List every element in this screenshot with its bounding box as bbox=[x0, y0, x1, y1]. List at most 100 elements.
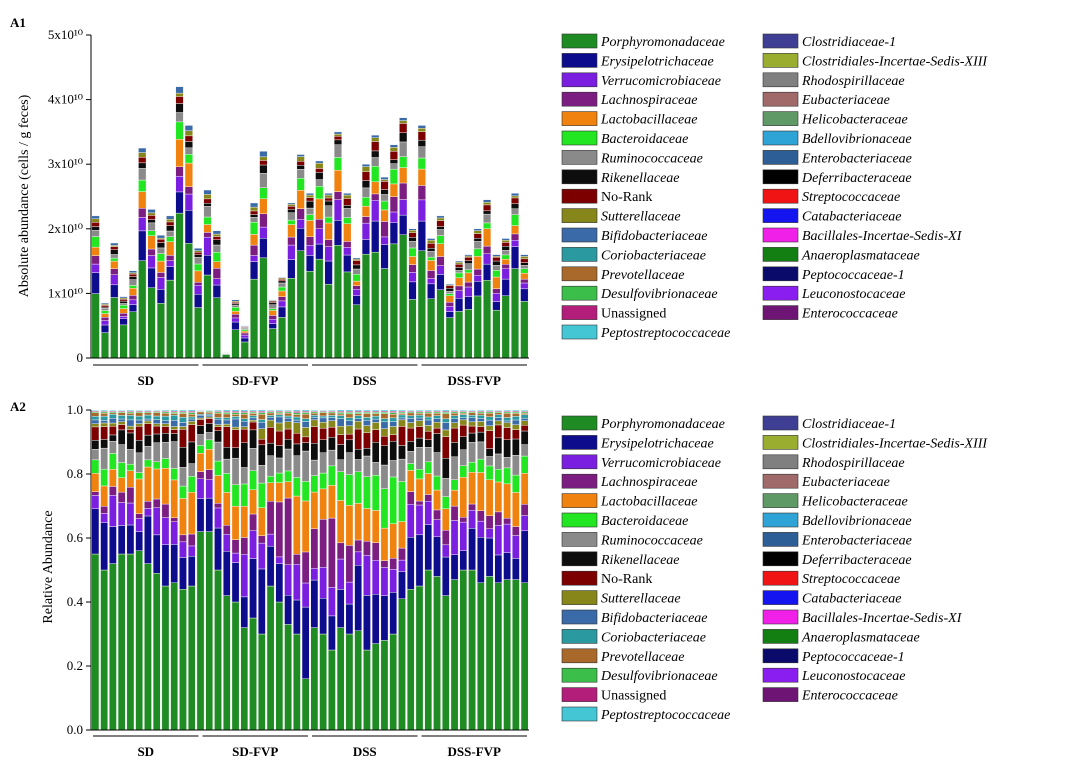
bar-segment bbox=[345, 439, 354, 453]
bar-segment bbox=[147, 212, 156, 216]
bar-segment bbox=[194, 252, 203, 256]
bar-segment bbox=[287, 212, 296, 221]
bar-segment bbox=[170, 517, 179, 522]
bar-segment bbox=[315, 168, 324, 173]
bar-segment bbox=[249, 530, 257, 559]
bar-segment bbox=[415, 426, 424, 439]
bar-segment bbox=[305, 197, 315, 202]
bar-segment bbox=[196, 471, 205, 479]
bar-segment bbox=[240, 330, 249, 334]
legend-swatch bbox=[561, 590, 598, 605]
bar-segment bbox=[492, 257, 501, 262]
bar-segment bbox=[520, 254, 529, 257]
bar-segment bbox=[249, 470, 257, 491]
bar-segment bbox=[483, 222, 492, 229]
bar-segment bbox=[259, 173, 268, 188]
legend-swatch bbox=[561, 551, 598, 567]
bar-segment bbox=[214, 475, 222, 504]
bar-segment bbox=[380, 445, 389, 466]
bar-segment bbox=[161, 503, 170, 518]
bar-segment bbox=[352, 295, 361, 306]
group-label: DSS-FVP bbox=[448, 373, 502, 388]
bar-segment bbox=[170, 429, 179, 434]
bar-segment bbox=[511, 246, 520, 269]
bar-segment bbox=[406, 441, 415, 452]
bar-segment bbox=[175, 96, 184, 104]
bar-segment bbox=[512, 526, 520, 536]
bar-segment bbox=[179, 557, 187, 590]
bar-segment bbox=[464, 286, 473, 297]
legend-label: Lachnospiraceae bbox=[600, 93, 697, 108]
bar-segment bbox=[240, 332, 249, 336]
legend-swatch bbox=[561, 473, 598, 489]
bar-segment bbox=[109, 563, 117, 731]
bar-segment bbox=[333, 220, 342, 246]
y-tick-label: 1.0 bbox=[67, 402, 83, 417]
legend-label: Rikenellaceae bbox=[600, 553, 680, 568]
bar-segment bbox=[91, 440, 100, 450]
panel-label-a2: A2 bbox=[10, 399, 26, 414]
bar-segment bbox=[293, 633, 301, 731]
bar-segment bbox=[91, 218, 100, 223]
bar-segment bbox=[398, 414, 406, 419]
bar-segment bbox=[363, 448, 371, 457]
bar-segment bbox=[152, 573, 161, 731]
bar-segment bbox=[459, 465, 468, 478]
bar-segment bbox=[371, 560, 380, 595]
bar-segment bbox=[258, 482, 266, 508]
bar-segment bbox=[354, 551, 362, 566]
bar-segment bbox=[468, 409, 476, 411]
bar-segment bbox=[441, 544, 450, 558]
bar-segment bbox=[399, 156, 408, 168]
bar-segment bbox=[259, 238, 268, 259]
bar-segment bbox=[284, 439, 292, 450]
bar-segment bbox=[389, 211, 398, 224]
bar-segment bbox=[231, 299, 240, 302]
bar-segment bbox=[485, 465, 494, 481]
bar-segment bbox=[473, 248, 482, 257]
bar-segment bbox=[184, 135, 193, 142]
bar-segment bbox=[520, 444, 529, 457]
bar-segment bbox=[284, 409, 292, 412]
bar-segment bbox=[408, 237, 417, 242]
bar-segment bbox=[293, 564, 301, 601]
legend-swatch bbox=[762, 188, 799, 204]
bar-segment bbox=[222, 412, 231, 415]
bar-segment bbox=[492, 260, 501, 266]
bar-segment bbox=[473, 238, 482, 242]
bar-segment bbox=[406, 451, 415, 464]
bar-segment bbox=[249, 489, 257, 515]
bar-segment bbox=[293, 419, 301, 423]
bar-segment bbox=[441, 436, 450, 459]
bar-segment bbox=[406, 412, 415, 417]
bar-segment bbox=[408, 264, 417, 273]
bar-segment bbox=[319, 422, 327, 429]
bar-segment bbox=[345, 545, 354, 583]
legend-label: Bacteroidaceae bbox=[601, 132, 688, 147]
bar-segment bbox=[91, 508, 100, 555]
bar-segment bbox=[138, 168, 147, 181]
bar-segment bbox=[417, 139, 426, 147]
bar-segment bbox=[319, 488, 327, 520]
bar-segment bbox=[315, 162, 324, 169]
bar-segment bbox=[494, 453, 503, 470]
bar-segment bbox=[483, 210, 492, 215]
bar-segment bbox=[380, 176, 389, 180]
bar-segment bbox=[408, 256, 417, 265]
bar-segment bbox=[441, 556, 450, 596]
bar-segment bbox=[424, 447, 433, 463]
bar-segment bbox=[305, 200, 315, 209]
legend-swatch bbox=[561, 687, 598, 702]
bar-segment bbox=[380, 560, 389, 568]
bar-segment bbox=[296, 178, 305, 191]
bar-segment bbox=[170, 413, 179, 416]
bar-segment bbox=[275, 501, 284, 558]
bar-segment bbox=[336, 426, 345, 435]
bar-segment bbox=[240, 334, 249, 339]
bar-segment bbox=[459, 414, 468, 418]
bar-segment bbox=[511, 208, 520, 215]
bar-segment bbox=[250, 217, 259, 223]
bar-segment bbox=[406, 409, 415, 412]
legend-label: Clostridiaceae-1 bbox=[802, 417, 896, 432]
bar-segment bbox=[315, 198, 324, 220]
